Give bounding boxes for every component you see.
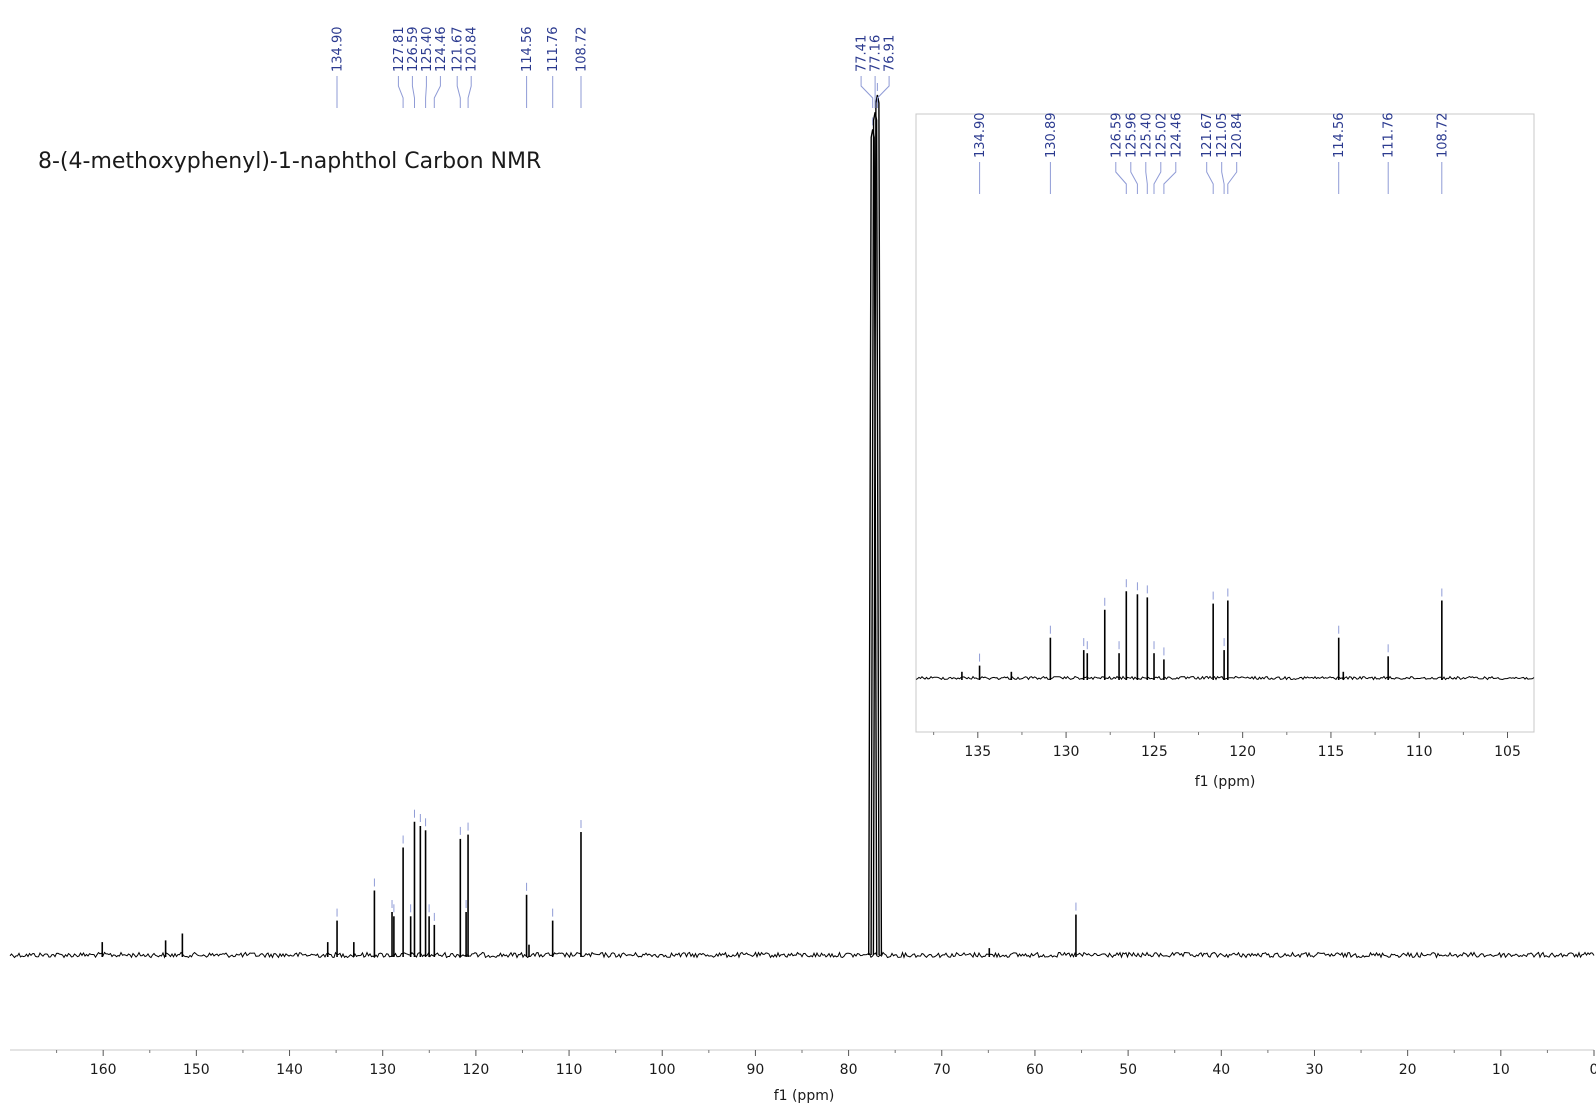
- peak-label: 121.05: [1215, 113, 1230, 159]
- peak-label: 124.46: [1169, 113, 1184, 159]
- peak-label: 108.72: [575, 27, 590, 73]
- baseline-trace: [915, 675, 1535, 681]
- peak-label: 108.72: [1435, 113, 1450, 159]
- peak-label: 125.96: [1124, 113, 1139, 159]
- x-tick-label: 20: [1399, 1062, 1417, 1078]
- peak-leader-line: [467, 76, 472, 108]
- peak-label: 125.40: [420, 27, 435, 73]
- peak-label: 120.84: [1230, 113, 1245, 159]
- x-tick-label: 115: [1318, 744, 1345, 760]
- x-tick-label: 135: [964, 744, 991, 760]
- peak-label: 134.90: [973, 113, 988, 159]
- peak-label: 120.84: [465, 27, 480, 73]
- x-tick-label: 120: [1229, 744, 1256, 760]
- x-tick-label: 110: [556, 1062, 583, 1078]
- peak-label: 134.90: [331, 27, 346, 73]
- peak-leader-line: [411, 76, 415, 108]
- inset-frame: [915, 113, 1535, 733]
- x-tick-label: 30: [1306, 1062, 1324, 1078]
- x-tick-label: 125: [1141, 744, 1168, 760]
- x-tick-label: 50: [1119, 1062, 1137, 1078]
- x-tick-label: 120: [463, 1062, 490, 1078]
- peak-leader-line: [1115, 162, 1127, 194]
- peak-leader-line: [425, 76, 427, 108]
- peak-label: 77.16: [869, 35, 884, 72]
- x-tick-label: 130: [1053, 744, 1080, 760]
- inset-x-axis-label: f1 (ppm): [1195, 774, 1256, 790]
- x-tick-label: 105: [1494, 744, 1521, 760]
- peak-leader-line: [456, 76, 461, 108]
- peak-label: 114.56: [1332, 113, 1347, 159]
- peak-leader-line: [397, 76, 404, 108]
- peak-leader-line: [1153, 162, 1162, 194]
- x-tick-label: 110: [1406, 744, 1433, 760]
- peak-label: 124.46: [434, 27, 449, 73]
- peak-leader-line: [860, 76, 874, 108]
- peak-label: 111.76: [546, 27, 561, 73]
- x-axis-label: f1 (ppm): [774, 1088, 835, 1104]
- peak-leader-line: [433, 76, 441, 108]
- peak-label: 126.59: [406, 27, 421, 73]
- peak-label: 130.89: [1044, 113, 1059, 159]
- peak-leader-line: [1130, 162, 1138, 194]
- x-tick-label: 140: [276, 1062, 303, 1078]
- peak-mark: [872, 94, 883, 956]
- peak-label: 121.67: [1200, 113, 1215, 159]
- x-tick-label: 40: [1212, 1062, 1230, 1078]
- peak-label: 77.41: [855, 35, 870, 72]
- x-tick-label: 130: [369, 1062, 396, 1078]
- peak-label: 76.91: [883, 35, 898, 72]
- x-tick-label: 90: [746, 1062, 764, 1078]
- main-spectrum: 160 150 140 130 120 110 100 90 80 70 60 50 40 30 20 10 0…: [9, 27, 1596, 1078]
- peak-label: 125.02: [1154, 113, 1169, 159]
- chart-title: 8-(4-methoxyphenyl)-1-naphthol Carbon NM…: [38, 149, 541, 174]
- peak-leader-line: [1227, 162, 1238, 194]
- x-tick-label: 10: [1492, 1062, 1510, 1078]
- x-tick-label: 80: [840, 1062, 858, 1078]
- x-tick-label: 100: [649, 1062, 676, 1078]
- x-tick-label: 150: [183, 1062, 210, 1078]
- x-tick-label: 70: [933, 1062, 951, 1078]
- peak-mark: [870, 112, 880, 956]
- peak-label: 127.81: [392, 27, 407, 73]
- peak-label: 125.40: [1139, 113, 1154, 159]
- peak-label: 121.67: [451, 27, 466, 73]
- peak-leader-line: [1206, 162, 1214, 194]
- x-tick-label: 60: [1026, 1062, 1044, 1078]
- x-tick-label: 160: [90, 1062, 117, 1078]
- peak-leader-line: [1221, 162, 1225, 194]
- x-tick-label: 0: [1590, 1062, 1596, 1078]
- baseline-trace: [9, 950, 1595, 959]
- peak-label: 111.76: [1382, 113, 1397, 159]
- peak-label: 126.59: [1109, 113, 1124, 159]
- peak-leader-line: [1163, 162, 1177, 194]
- peak-leader-line: [1145, 162, 1148, 194]
- peak-leader-line: [876, 76, 890, 108]
- peak-label: 114.56: [520, 27, 535, 73]
